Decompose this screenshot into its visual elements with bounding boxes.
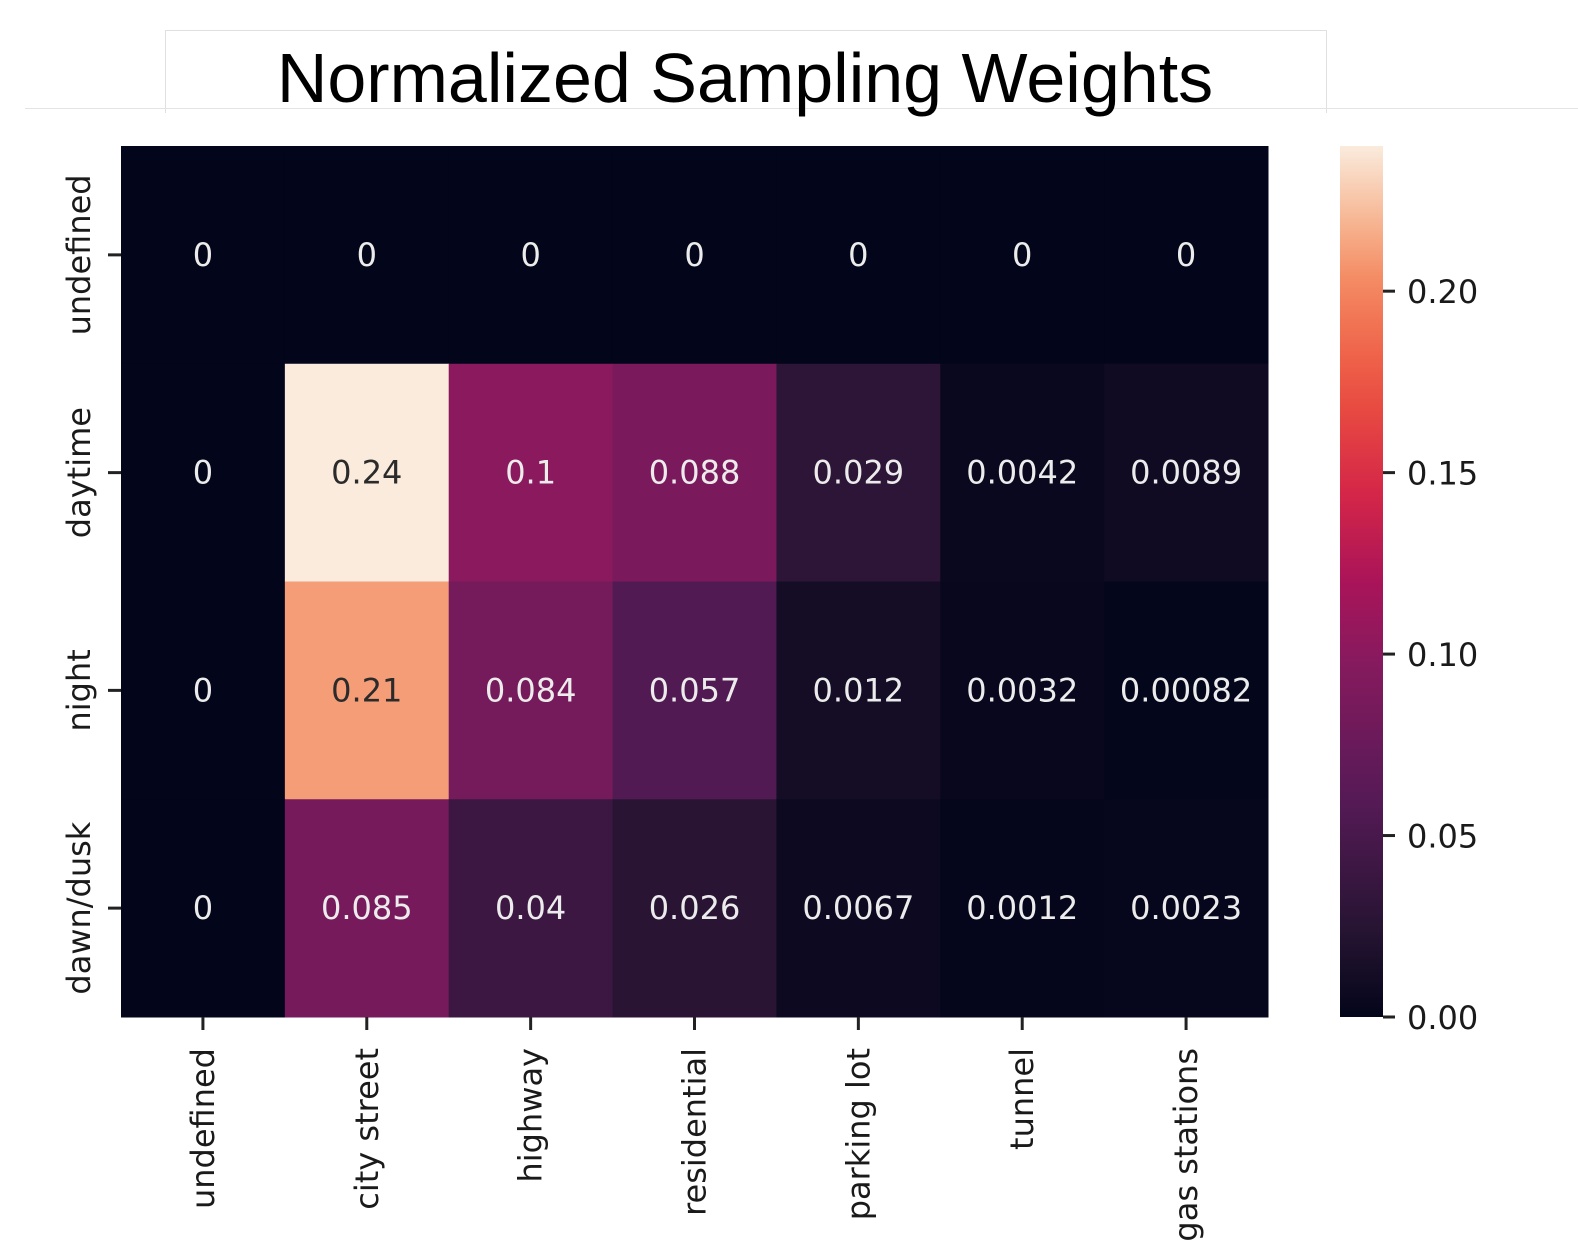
heatmap-cell	[776, 146, 941, 365]
heatmap-cell	[940, 799, 1105, 1018]
colorbar: 0.00 0.05 0.10 0.15 0.20	[1340, 146, 1478, 1037]
heatmap-cell	[121, 799, 286, 1018]
heatmap-cell	[284, 146, 450, 365]
heatmap-cell	[776, 799, 941, 1018]
heatmap-cell	[284, 799, 450, 1018]
heatmap-cell	[448, 363, 614, 582]
cell-value-label: 0	[684, 236, 704, 274]
cell-value-label: 0.00082	[1120, 671, 1252, 709]
cell-value-label: 0	[848, 236, 868, 274]
heatmap-cell-labels: 0 0 0 0 0 0 0 0 0.24 0.1 0.088 0.029 0.0042 0.0089 0 0.…	[193, 236, 1252, 927]
cell-value-label: 0.012	[813, 671, 905, 709]
heatmap-cell	[284, 581, 450, 800]
cell-value-label: 0.04	[495, 889, 566, 927]
cell-value-label: 0.0089	[1130, 454, 1242, 492]
cell-value-label: 0.24	[331, 454, 402, 492]
y-tick-label: undefined	[60, 174, 98, 335]
cell-value-label: 0.0042	[966, 454, 1078, 492]
heatmap-cell	[940, 363, 1105, 582]
heatmap-cell	[940, 146, 1105, 365]
cell-value-label: 0	[1176, 236, 1196, 274]
heatmap-cell	[121, 581, 286, 800]
heatmap-cell	[121, 363, 286, 582]
cell-value-label: 0.088	[649, 454, 741, 492]
heatmap-cells	[121, 146, 1269, 1018]
y-tick-label: dawn/dusk	[60, 821, 98, 994]
colorbar-tick-label: 0.15	[1407, 455, 1478, 493]
heatmap-cell	[940, 581, 1105, 800]
x-tick-label: highway	[512, 1048, 550, 1182]
x-tick-label: city street	[348, 1048, 386, 1210]
cell-value-label: 0	[1012, 236, 1032, 274]
cell-value-label: 0.1	[505, 454, 556, 492]
colorbar-gradient	[1340, 146, 1383, 1017]
x-tick-label: gas stations	[1167, 1048, 1205, 1242]
heatmap-cell	[448, 799, 614, 1018]
heatmap-cell	[1104, 799, 1269, 1018]
heatmap-cell	[448, 581, 614, 800]
x-tick-label: parking lot	[839, 1048, 877, 1220]
cell-value-label: 0.0067	[802, 889, 914, 927]
title-frame	[165, 30, 1327, 113]
cell-value-label: 0	[357, 236, 377, 274]
x-tick-label: residential	[676, 1048, 714, 1216]
title-divider	[25, 108, 1578, 109]
x-tick-label: undefined	[184, 1048, 222, 1209]
cell-value-label: 0.0032	[966, 671, 1078, 709]
heatmap-cell	[612, 581, 777, 800]
cell-value-label: 0	[193, 454, 213, 492]
heatmap-cell	[1104, 146, 1269, 365]
cell-value-label: 0	[193, 671, 213, 709]
cell-value-label: 0	[193, 236, 213, 274]
x-tick-label: tunnel	[1003, 1048, 1041, 1150]
heatmap-cell	[448, 146, 614, 365]
heatmap-cell	[612, 146, 777, 365]
colorbar-tick-label: 0.10	[1407, 636, 1478, 674]
heatmap-cell	[612, 799, 777, 1018]
cell-value-label: 0.0012	[966, 889, 1078, 927]
y-axis: undefined daytime night dawn/dusk	[60, 174, 121, 995]
heatmap-cell	[776, 363, 941, 582]
cell-value-label: 0.21	[331, 671, 402, 709]
y-tick-label: night	[60, 649, 98, 731]
cell-value-label: 0.057	[649, 671, 741, 709]
heatmap-cell	[284, 363, 450, 582]
x-axis: undefined city street highway residential pa…	[184, 1017, 1205, 1242]
cell-value-label: 0.0023	[1130, 889, 1242, 927]
heatmap-cell	[1104, 363, 1269, 582]
cell-value-label: 0	[520, 236, 540, 274]
cell-value-label: 0.084	[485, 671, 577, 709]
chart-title: Normalized Sampling Weights	[276, 39, 1214, 117]
cell-value-label: 0.026	[649, 889, 741, 927]
colorbar-tick-label: 0.20	[1407, 273, 1478, 311]
heatmap-cell	[121, 146, 286, 365]
heatmap-cell	[1104, 581, 1269, 800]
cell-value-label: 0	[193, 889, 213, 927]
heatmap-cell	[612, 363, 777, 582]
y-tick-label: daytime	[60, 407, 98, 538]
colorbar-tick-label: 0.00	[1407, 999, 1478, 1037]
colorbar-tick-label: 0.05	[1407, 818, 1478, 856]
cell-value-label: 0.029	[813, 454, 905, 492]
heatmap-cell	[776, 581, 941, 800]
cell-value-label: 0.085	[321, 889, 413, 927]
